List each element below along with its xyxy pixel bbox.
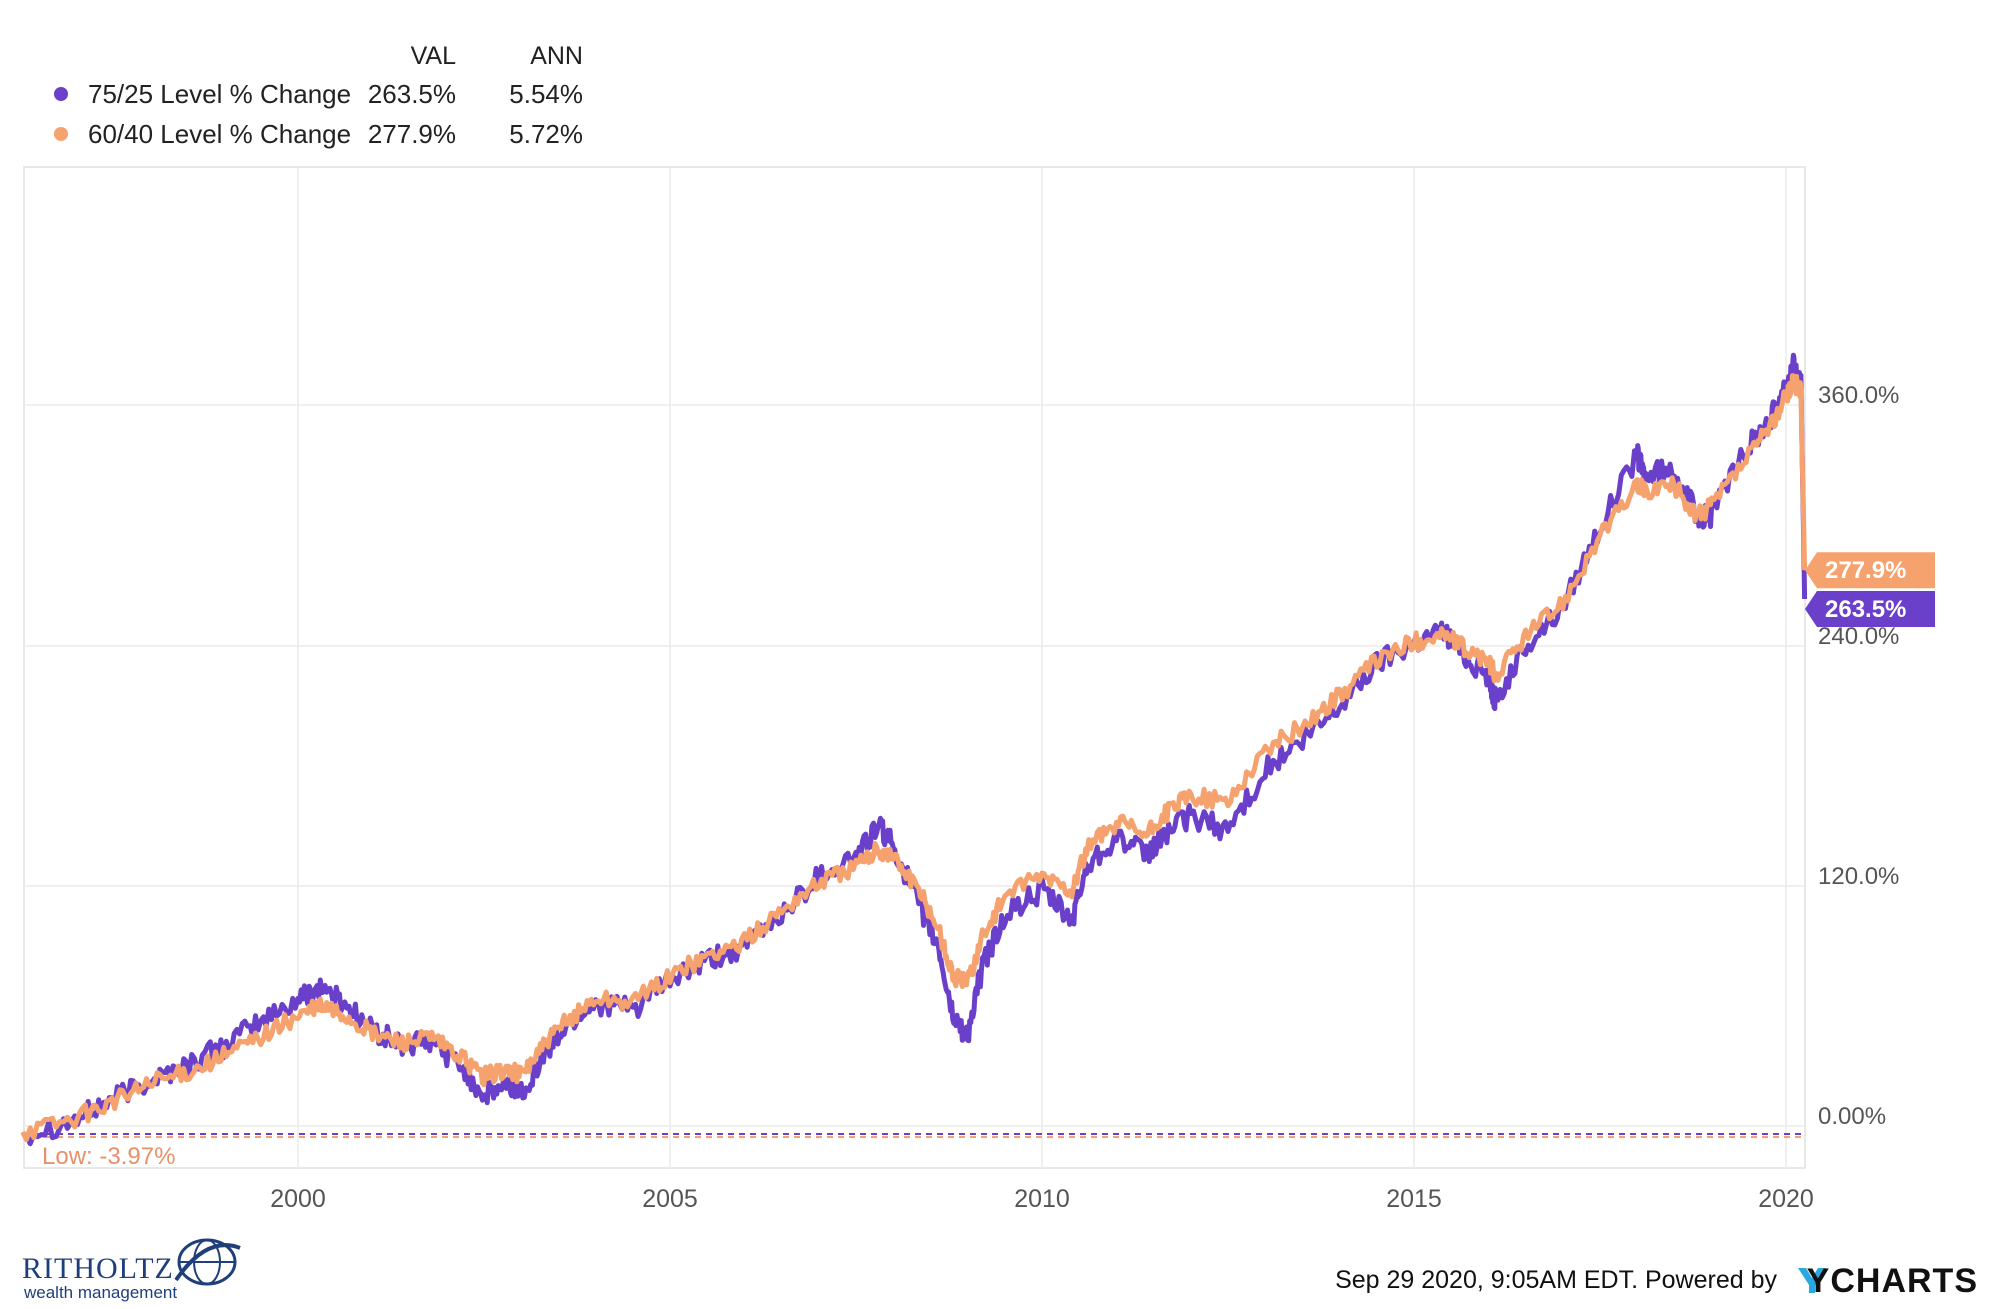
- legend-marker-60-40: [54, 127, 68, 141]
- legend-header-val: VAL: [411, 42, 456, 70]
- legend: VAL ANN 75/25 Level % Change 263.5% 5.54…: [54, 42, 583, 149]
- x-tick-label: 2020: [1758, 1185, 1814, 1213]
- ycharts-y-icon: [1798, 1268, 1826, 1293]
- legend-marker-75-25: [54, 87, 68, 101]
- y-tick-label: 120.0%: [1818, 863, 1899, 890]
- ycharts-logo: YCHARTS: [1798, 1262, 1978, 1300]
- legend-label-60-40: 60/40 Level % Change: [88, 119, 351, 149]
- ritholtz-logo: RITHOLTZ wealth management: [22, 1238, 241, 1302]
- legend-val-60-40: 277.9%: [368, 119, 456, 149]
- y-axis: 360.0% 240.0% 120.0% 0.00%: [1818, 382, 1899, 1130]
- legend-label-75-25: 75/25 Level % Change: [88, 79, 351, 109]
- low-reference: Low: -3.97%: [24, 1132, 1805, 1170]
- y-tick-label: 0.00%: [1818, 1103, 1886, 1130]
- series-line-60-40: [20, 373, 1808, 1143]
- y-tick-label: 360.0%: [1818, 382, 1899, 409]
- x-tick-label: 2005: [642, 1185, 698, 1213]
- x-axis: 2000 2005 2010 2015 2020: [270, 1185, 1814, 1213]
- gridlines: [24, 167, 1805, 1168]
- plot-frame: [23, 166, 1806, 1169]
- footer: Sep 29 2020, 9:05AM EDT. Powered by YCHA…: [1335, 1262, 1978, 1300]
- x-tick-label: 2015: [1386, 1185, 1442, 1213]
- logo-title: RITHOLTZ: [22, 1252, 174, 1285]
- end-label-75-25-text: 263.5%: [1825, 596, 1906, 623]
- logo-subtitle: wealth management: [23, 1283, 177, 1302]
- low-reference-label: Low: -3.97%: [42, 1143, 175, 1170]
- end-label-75-25-bg: [1805, 591, 1935, 627]
- series-lines: [20, 352, 1808, 1147]
- legend-ann-75-25: 5.54%: [509, 79, 583, 109]
- x-tick-label: 2010: [1014, 1185, 1070, 1213]
- ycharts-brand: YCHARTS: [1807, 1262, 1978, 1300]
- end-label-60-40-text: 277.9%: [1825, 557, 1906, 584]
- x-tick-label: 2000: [270, 1185, 326, 1213]
- y-tick-label: 240.0%: [1818, 623, 1899, 650]
- end-label-60-40: 277.9%: [1805, 552, 1935, 589]
- footer-timestamp: Sep 29 2020, 9:05AM EDT. Powered by: [1335, 1266, 1777, 1294]
- legend-ann-60-40: 5.72%: [509, 119, 583, 149]
- end-labels: 277.9% 263.5%: [1805, 552, 1935, 627]
- legend-val-75-25: 263.5%: [368, 79, 456, 109]
- end-label-75-25: 263.5%: [1805, 591, 1935, 627]
- end-label-60-40-bg: [1805, 552, 1935, 589]
- globe-icon: [174, 1238, 241, 1286]
- legend-header-ann: ANN: [530, 42, 583, 70]
